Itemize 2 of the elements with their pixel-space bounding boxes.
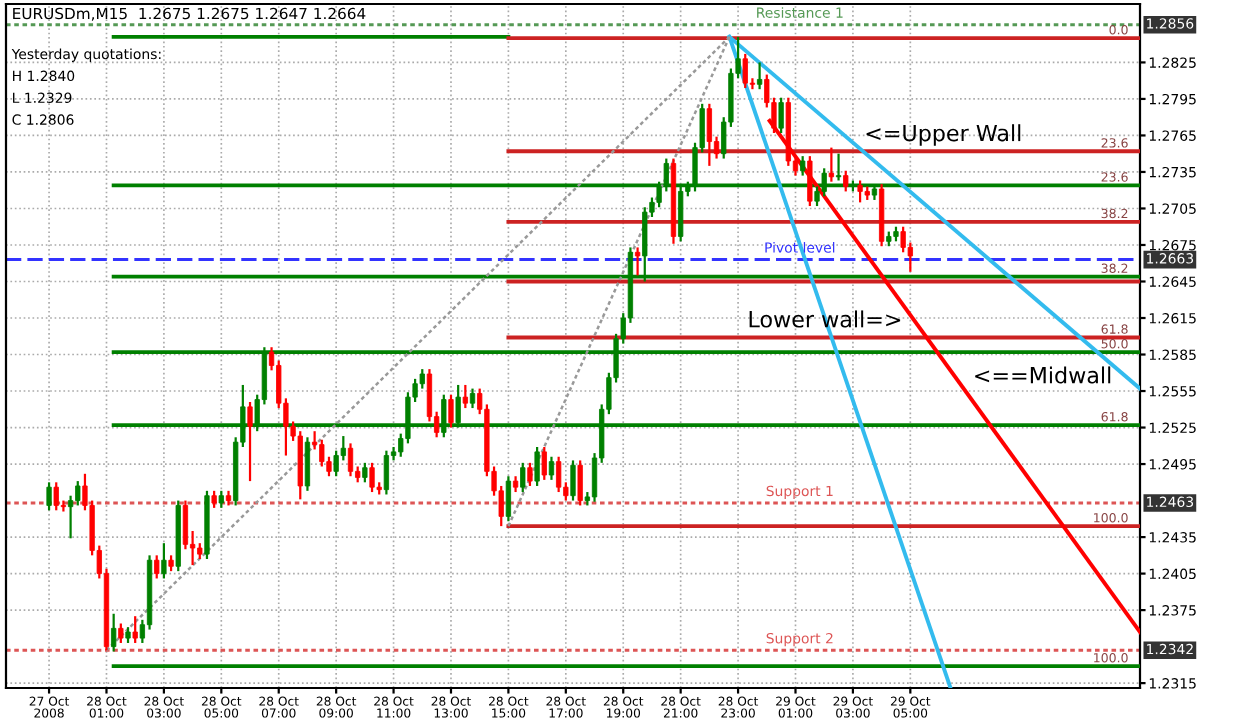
annotation: <=Upper Wall: [866, 124, 1021, 146]
annotation: <==Midwall: [975, 366, 1111, 384]
